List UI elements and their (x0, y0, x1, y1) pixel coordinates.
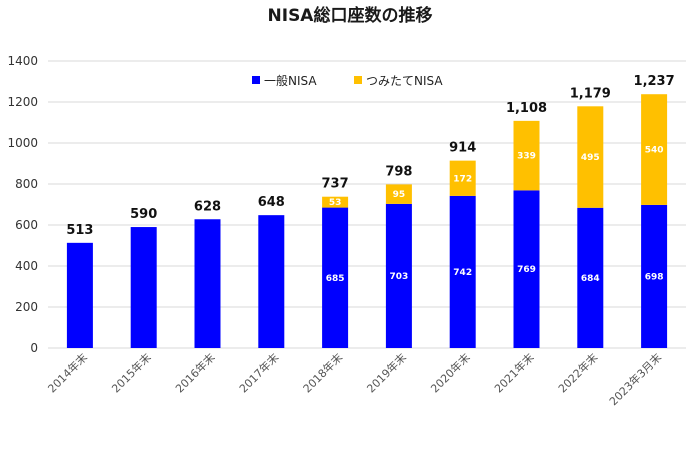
bar-label-tsumitate: 339 (517, 152, 536, 162)
y-tick-label: 800 (15, 177, 38, 191)
x-tick-label: 2018年末 (300, 350, 345, 395)
total-label: 737 (322, 177, 349, 192)
bar-label-tsumitate: 172 (453, 174, 472, 184)
x-tick-label: 2014年末 (45, 350, 90, 395)
bar-label-general: 685 (326, 274, 345, 284)
bar-label-general: 769 (517, 265, 536, 275)
y-tick-label: 1400 (7, 54, 38, 68)
bar-label-general: 698 (645, 272, 664, 282)
bar-label-tsumitate: 540 (645, 146, 664, 156)
legend-label-general: 一般NISA (264, 73, 317, 88)
x-tick-label: 2023年3月末 (606, 350, 664, 408)
total-label: 1,108 (506, 101, 547, 116)
total-labels: 513 590 628 648 737 798 914 1,108 1,179 1,237 (66, 74, 674, 238)
bars: 685 53 703 95 742 172 769 339 684 495 698 540 (66, 94, 668, 348)
y-tick-label: 1000 (7, 136, 38, 150)
total-label: 798 (385, 164, 412, 179)
total-label: 648 (258, 195, 285, 210)
x-tick-label: 2021年末 (491, 350, 536, 395)
bar-general-nisa (513, 190, 540, 348)
bar-tsumitate-nisa (577, 106, 604, 208)
bar-general-nisa (258, 215, 285, 348)
x-tick-label: 2015年末 (109, 350, 154, 395)
bar-tsumitate-nisa (322, 196, 349, 208)
bar-tsumitate-nisa (449, 160, 476, 196)
bar-label-general: 742 (453, 268, 472, 278)
chart-title: NISA総口座数の推移 (268, 5, 433, 26)
legend: 一般NISA つみたてNISA (252, 73, 443, 88)
bar-tsumitate-nisa (641, 94, 668, 205)
legend-label-tsumitate: つみたてNISA (366, 74, 443, 88)
bar-general-nisa (66, 242, 93, 348)
y-tick-label: 1200 (7, 95, 38, 109)
x-tick-label: 2019年末 (364, 350, 409, 395)
bar-general-nisa (194, 219, 221, 348)
legend-swatch-tsumitate (354, 76, 362, 84)
bar-label-tsumitate: 495 (581, 153, 600, 163)
bar-tsumitate-nisa (513, 120, 540, 191)
total-label: 1,237 (634, 74, 675, 89)
x-tick-label: 2022年末 (555, 350, 600, 395)
total-label: 1,179 (570, 86, 611, 101)
x-tick-label: 2017年末 (236, 350, 281, 395)
x-axis: 2014年末 2015年末 2016年末 2017年末 2018年末 2019年末 2020… (45, 350, 664, 408)
y-axis: 0 200 400 600 800 1000 1200 1400 (7, 54, 38, 355)
bar-tsumitate-nisa (385, 184, 412, 204)
y-tick-label: 200 (15, 300, 38, 314)
bar-general-nisa (130, 227, 157, 348)
bar-label-general: 703 (390, 272, 409, 282)
bar-general-nisa (449, 195, 476, 348)
y-tick-label: 0 (30, 341, 38, 355)
bar-label-general: 684 (581, 274, 600, 284)
bar-general-nisa (385, 203, 412, 348)
bar-label-tsumitate: 53 (329, 198, 342, 208)
total-label: 628 (194, 199, 221, 214)
bar-general-nisa (322, 207, 349, 348)
x-tick-label: 2016年末 (172, 350, 217, 395)
total-label: 914 (449, 141, 476, 156)
bar-label-tsumitate: 95 (393, 190, 406, 200)
total-label: 590 (130, 207, 157, 222)
bar-general-nisa (577, 207, 604, 348)
bar-general-nisa (641, 204, 668, 348)
total-label: 513 (66, 223, 93, 238)
y-tick-label: 400 (15, 259, 38, 273)
y-tick-label: 600 (15, 218, 38, 232)
x-tick-label: 2020年末 (428, 350, 473, 395)
legend-swatch-general (252, 76, 260, 84)
